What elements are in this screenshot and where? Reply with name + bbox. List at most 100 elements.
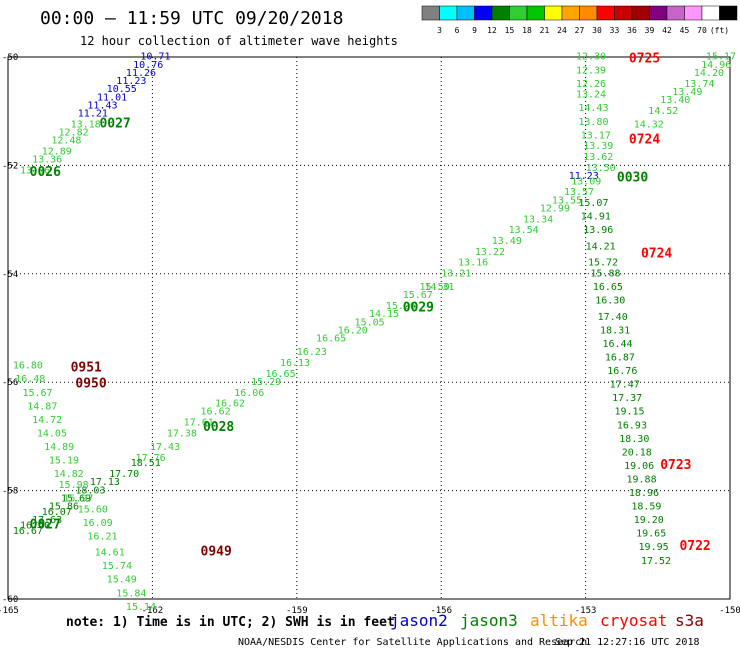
wave-height-value: 11.43 [87, 100, 117, 111]
wave-height-value: 18.96 [629, 488, 659, 499]
pass-time-label: 0725 [629, 51, 660, 66]
wave-height-value: 13.22 [475, 247, 505, 258]
wave-height-value: 15.60 [78, 504, 108, 515]
wave-height-value: 14.96 [701, 60, 731, 71]
wave-height-value: 19.88 [627, 474, 657, 485]
colorbar-label: 70 [697, 26, 707, 35]
legend-jason3: jason3 [460, 611, 518, 630]
colorbar-swatch [474, 5, 493, 21]
wave-height-value: 16.30 [595, 296, 625, 307]
wave-height-value: 16.67 [13, 526, 43, 537]
pass-time-label: 0027 [30, 518, 61, 533]
wave-height-value: 14.89 [44, 442, 74, 453]
colorbar-label: 39 [645, 26, 655, 35]
colorbar-swatch [701, 5, 720, 21]
y-tick-label: -52 [2, 161, 18, 171]
satellite-legend: jason2 jason3 altika cryosat s3a [390, 611, 704, 630]
wave-height-value: 16.44 [602, 339, 632, 350]
wave-height-value: 13.17 [581, 130, 611, 141]
wave-height-value: 11.23 [569, 171, 599, 182]
wave-height-value: 13.34 [523, 214, 553, 225]
wave-height-value: 12.30 [576, 52, 606, 63]
plot-frame [7, 56, 731, 600]
wave-height-value: 13.96 [583, 225, 613, 236]
wave-height-value: 14.31 [424, 282, 454, 293]
wave-height-value: 17.52 [641, 556, 671, 567]
wave-height-value: 13.74 [684, 79, 714, 90]
x-tick-label: -165 [0, 606, 19, 616]
wave-height-value: 14.72 [32, 415, 62, 426]
wave-height-value: 18.30 [619, 434, 649, 445]
wave-height-value: 19.15 [614, 407, 644, 418]
colorbar-swatch [666, 5, 685, 21]
colorbar-swatch [544, 5, 563, 21]
wave-height-value: 19.65 [636, 529, 666, 540]
colorbar-label: 15 [505, 26, 515, 35]
colorbar-label: 12 [487, 26, 497, 35]
pass-time-label: 0030 [617, 171, 648, 186]
wave-height-value: 15.07 [578, 198, 608, 209]
wave-height-value: 12.99 [540, 203, 570, 214]
pass-time-label: 0722 [679, 539, 710, 554]
chart-title: 00:00 – 11:59 UTC 09/20/2018 [40, 8, 343, 29]
wave-height-value: 15.50 [420, 282, 450, 293]
colorbar-label: 21 [540, 26, 550, 35]
legend-s3a: s3a [675, 611, 704, 630]
wave-height-value: 17.38 [167, 428, 197, 439]
wave-height-value: 16.76 [607, 366, 637, 377]
axis-ticks: -165 -162 -159 -156 -153 -150 -50 -52 -54 -56 -58 -… [0, 53, 740, 616]
pass-time-label: 0026 [30, 165, 61, 180]
wave-height-value: 19.20 [634, 515, 664, 526]
wave-height-value: 13.40 [660, 95, 690, 106]
wave-height-value: 16.65 [316, 334, 346, 345]
wave-height-value: 13.21 [441, 269, 471, 280]
wave-height-value: 17.37 [612, 393, 642, 404]
wave-height-value: 13.49 [672, 87, 702, 98]
footer-credit: NOAA/NESDIS Center for Satellite Applica… [238, 637, 587, 648]
wave-height-value: 17.43 [150, 442, 180, 453]
colorbar-swatch [456, 5, 475, 21]
wave-height-value: 17.70 [109, 469, 139, 480]
wave-height-value: 14.15 [369, 309, 399, 320]
wave-height-value: 12.26 [576, 79, 606, 90]
footer-timestamp: Sep 21 12:27:16 UTC 2018 [555, 637, 700, 648]
wave-height-value: 15.05 [355, 317, 385, 328]
y-tick-label: -60 [2, 595, 18, 605]
wave-height-value: 16.20 [338, 325, 368, 336]
wave-height-value: 15.67 [22, 388, 52, 399]
wave-height-value: 15.69 [61, 493, 91, 504]
wave-height-value: 15.86 [49, 502, 79, 513]
pass-time-label: 0950 [75, 377, 106, 392]
colorbar-swatch [684, 5, 703, 21]
colorbar-label: 9 [472, 26, 477, 35]
wave-height-value: 13.09 [571, 176, 601, 187]
colorbar-swatch [439, 5, 458, 21]
colorbar-swatch [491, 5, 510, 21]
wave-height-value: 18.03 [75, 485, 105, 496]
colorbar-label: 18 [522, 26, 532, 35]
x-tick-label: -156 [430, 606, 452, 616]
wave-height-value: 15.97 [63, 493, 93, 504]
wave-height-value: 11.23 [116, 76, 146, 87]
colorbar-label: 24 [557, 26, 567, 35]
wave-height-value: 16.23 [297, 347, 327, 358]
wave-height-value: 17.63 [32, 515, 62, 526]
wave-height-value: 13.49 [492, 236, 522, 247]
wave-height-value: 12.82 [59, 128, 89, 139]
wave-height-value: 15.72 [588, 258, 618, 269]
wave-height-value: 15.29 [251, 377, 281, 388]
wave-height-value: 15.17 [706, 52, 736, 63]
wave-height-value: 13.55 [552, 195, 582, 206]
wave-height-value: 11.21 [78, 109, 108, 120]
colorbar-label: 27 [575, 26, 585, 35]
wave-height-value: 16.06 [234, 388, 264, 399]
y-tick-label: -50 [2, 53, 18, 63]
wave-height-value: 16.80 [13, 361, 43, 372]
pass-time-label: 0949 [201, 545, 232, 560]
legend-jason2: jason2 [390, 611, 448, 630]
wave-height-value: 14.87 [27, 401, 57, 412]
x-tick-label: -150 [719, 606, 740, 616]
colorbar-label: 45 [680, 26, 690, 35]
colorbar-swatch [614, 5, 633, 21]
